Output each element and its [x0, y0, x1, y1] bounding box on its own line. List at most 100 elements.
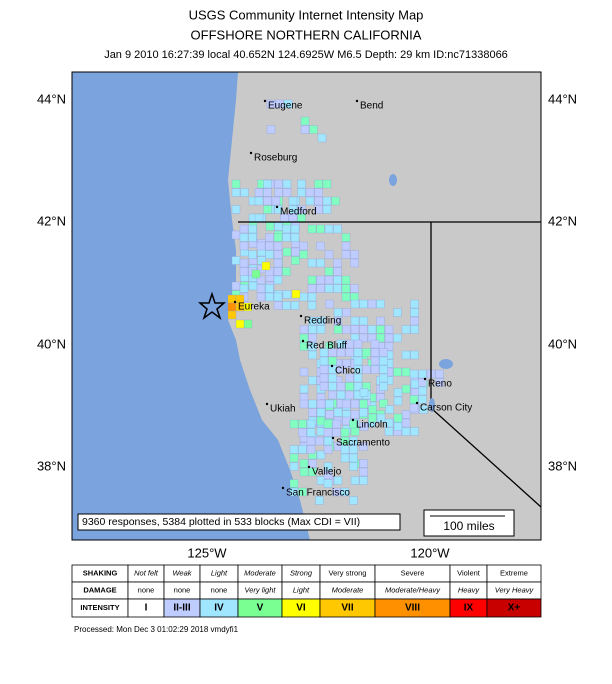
block — [308, 408, 317, 417]
block — [410, 308, 419, 317]
block — [376, 413, 386, 423]
block — [379, 399, 388, 408]
block — [239, 284, 249, 293]
block — [384, 342, 394, 351]
legend-cell-text: Heavy — [458, 585, 481, 594]
block — [308, 376, 317, 385]
block — [288, 196, 298, 206]
block — [325, 299, 334, 309]
block — [410, 316, 419, 326]
block — [308, 350, 317, 360]
block — [282, 247, 292, 257]
legend-row-label: SHAKING — [83, 568, 118, 577]
block — [306, 419, 316, 429]
block — [410, 379, 420, 389]
block — [353, 339, 363, 349]
block — [333, 224, 342, 234]
block — [239, 241, 249, 251]
legend-cell-text: Severe — [401, 568, 425, 577]
city-dot — [330, 364, 334, 368]
block — [342, 308, 351, 317]
block — [341, 233, 351, 242]
block — [256, 292, 266, 302]
block — [323, 428, 333, 437]
city-dot — [301, 339, 305, 343]
city-dot — [307, 465, 311, 469]
block — [401, 427, 411, 436]
block — [274, 179, 283, 189]
city-dot — [415, 401, 419, 405]
block — [309, 125, 318, 134]
block — [401, 325, 411, 334]
block — [319, 356, 329, 366]
block — [291, 256, 300, 265]
block — [409, 369, 419, 379]
block — [359, 399, 368, 409]
block — [379, 356, 388, 366]
block — [410, 325, 419, 334]
block — [345, 348, 354, 357]
block — [316, 316, 326, 326]
block — [297, 188, 306, 197]
block — [323, 479, 333, 488]
legend-cell-text: Moderate — [332, 585, 364, 594]
block — [328, 348, 337, 357]
legend-cell-text: Not felt — [134, 568, 159, 577]
block — [316, 325, 326, 334]
block — [297, 179, 306, 189]
block — [308, 325, 317, 334]
block — [273, 275, 283, 285]
block — [350, 299, 360, 309]
block — [332, 428, 341, 437]
block — [275, 99, 284, 109]
block — [319, 382, 329, 391]
lat-label: 40°N — [37, 336, 66, 351]
block — [418, 378, 427, 387]
block — [308, 399, 317, 409]
block — [239, 233, 249, 242]
block — [274, 188, 283, 197]
block — [231, 256, 241, 265]
block — [350, 292, 359, 302]
block — [328, 382, 337, 391]
city-label: Eureka — [238, 302, 270, 313]
block — [333, 316, 343, 326]
city-label: Vallejo — [312, 467, 342, 478]
block — [410, 388, 420, 397]
block — [376, 316, 385, 326]
block — [298, 487, 307, 497]
block — [282, 301, 291, 310]
block — [273, 292, 283, 302]
block — [368, 413, 377, 423]
lat-label: 38°N — [37, 458, 66, 473]
block — [409, 403, 419, 413]
block — [362, 348, 371, 357]
block — [248, 281, 258, 291]
block — [308, 459, 317, 468]
block — [359, 333, 368, 343]
block — [316, 416, 326, 426]
block — [328, 390, 337, 400]
block — [333, 275, 342, 285]
block — [410, 299, 419, 309]
block — [263, 188, 272, 197]
block — [299, 399, 309, 409]
block — [239, 224, 249, 234]
block — [333, 258, 342, 268]
block — [324, 224, 334, 234]
block — [332, 487, 341, 497]
block — [328, 356, 337, 366]
block — [251, 269, 261, 279]
block — [349, 445, 358, 454]
block — [336, 365, 346, 374]
block — [323, 470, 333, 480]
block — [298, 445, 307, 454]
block — [401, 410, 411, 419]
city-dot — [351, 418, 355, 422]
lake — [389, 174, 397, 186]
block — [359, 388, 369, 397]
block — [273, 241, 283, 251]
legend-cell-text: Weak — [172, 568, 192, 577]
block — [273, 267, 283, 276]
block — [332, 419, 341, 429]
